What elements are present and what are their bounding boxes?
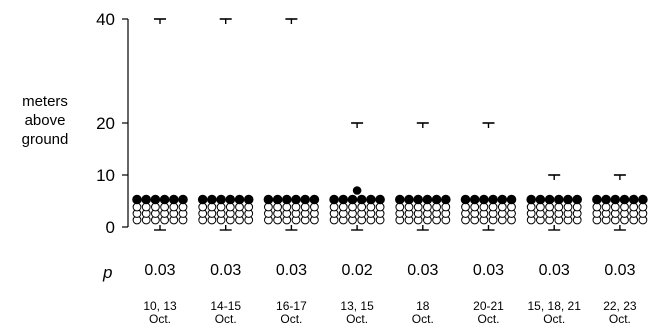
filled-circle-marker: [488, 194, 498, 205]
filled-circle-marker: [243, 194, 254, 205]
date-label-line-1: 16-17: [276, 299, 307, 313]
filled-circle-marker: [347, 194, 358, 205]
filled-circle-marker: [309, 194, 320, 205]
filled-circle-marker: [395, 194, 405, 205]
filled-circle-marker: [554, 194, 564, 205]
filled-circle-marker: [366, 194, 376, 205]
p-value-label: p: [103, 263, 113, 282]
filled-circle-marker: [272, 194, 283, 205]
filled-circle-marker: [526, 194, 537, 205]
filled-circle-marker: [479, 194, 489, 205]
filled-circle-marker: [132, 194, 142, 205]
date-label-line-1: 10, 13: [143, 299, 177, 313]
y-axis-label: meters above ground: [0, 92, 90, 149]
filled-circle-marker: [178, 194, 188, 205]
date-label-line-2: Oct.: [609, 312, 631, 326]
filled-circle-marker: [225, 194, 236, 205]
filled-circle-marker: [282, 194, 292, 205]
date-label-line-1: 15, 18, 21: [528, 299, 582, 313]
filled-circle-marker: [535, 194, 546, 205]
filled-circle-marker: [544, 194, 555, 205]
filled-circle-marker: [413, 194, 424, 205]
date-label-line-1: 18: [416, 299, 430, 313]
date-label-line-1: 22, 23: [603, 299, 637, 313]
filled-circle-marker: [338, 194, 349, 205]
y-axis-label-line-2: above: [24, 112, 66, 129]
date-label-line-1: 20-21: [473, 299, 504, 313]
p-value: 0.03: [539, 262, 570, 279]
date-label-line-2: Oct.: [149, 312, 171, 326]
filled-circle-marker: [431, 194, 442, 205]
filled-circle-marker: [563, 194, 573, 205]
p-value: 0.02: [342, 262, 373, 279]
y-tick-label: 10: [96, 166, 115, 185]
filled-circle-marker: [460, 194, 471, 205]
filled-circle-marker: [592, 194, 602, 205]
y-tick-label: 20: [96, 114, 115, 133]
filled-circle-marker: [356, 194, 367, 205]
filled-circle-marker: [638, 194, 648, 205]
date-label-line-1: 13, 15: [340, 299, 374, 313]
p-value: 0.03: [144, 262, 175, 279]
p-value: 0.03: [407, 262, 438, 279]
date-label-line-2: Oct.: [346, 312, 368, 326]
y-axis-label-line-3: ground: [21, 131, 69, 148]
filled-circle-marker: [441, 194, 451, 205]
filled-circle-marker: [497, 194, 508, 205]
filled-circle-marker: [619, 194, 630, 205]
date-label-line-1: 14-15: [210, 299, 241, 313]
filled-circle-marker: [601, 194, 611, 205]
filled-circle-marker: [150, 194, 161, 205]
date-label-line-2: Oct.: [477, 312, 499, 326]
date-label-line-2: Oct.: [280, 312, 302, 326]
filled-circle-marker: [207, 194, 217, 205]
filled-circle-marker: [169, 194, 179, 205]
filled-circle-marker: [610, 194, 621, 205]
filled-circle-marker: [141, 194, 151, 205]
date-label-line-2: Oct.: [543, 312, 565, 326]
filled-circle-marker: [300, 194, 311, 205]
p-value: 0.03: [276, 262, 307, 279]
y-tick-label: 0: [106, 218, 115, 237]
filled-circle-marker: [216, 194, 226, 205]
filled-circle-marker: [404, 194, 414, 205]
p-value: 0.03: [473, 262, 504, 279]
filled-circle-marker: [628, 194, 639, 205]
filled-circle-marker: [329, 194, 339, 205]
filled-circle-marker: [197, 194, 208, 205]
filled-circle-marker: [234, 194, 245, 205]
filled-circle-marker: [375, 194, 385, 205]
filled-circle-marker: [263, 194, 274, 205]
filled-circle-marker-extra: [352, 186, 362, 195]
filled-circle-marker: [506, 194, 517, 205]
date-label-line-2: Oct.: [412, 312, 434, 326]
y-axis-label-line-1: meters: [22, 93, 68, 110]
filled-circle-marker: [469, 194, 480, 205]
filled-circle-marker: [291, 194, 301, 205]
p-value: 0.03: [210, 262, 241, 279]
date-label-line-2: Oct.: [215, 312, 237, 326]
filled-circle-marker: [159, 194, 170, 205]
y-tick-label: 40: [96, 10, 115, 29]
filled-circle-marker: [572, 194, 583, 205]
filled-circle-marker: [422, 194, 433, 205]
p-value: 0.03: [604, 262, 635, 279]
